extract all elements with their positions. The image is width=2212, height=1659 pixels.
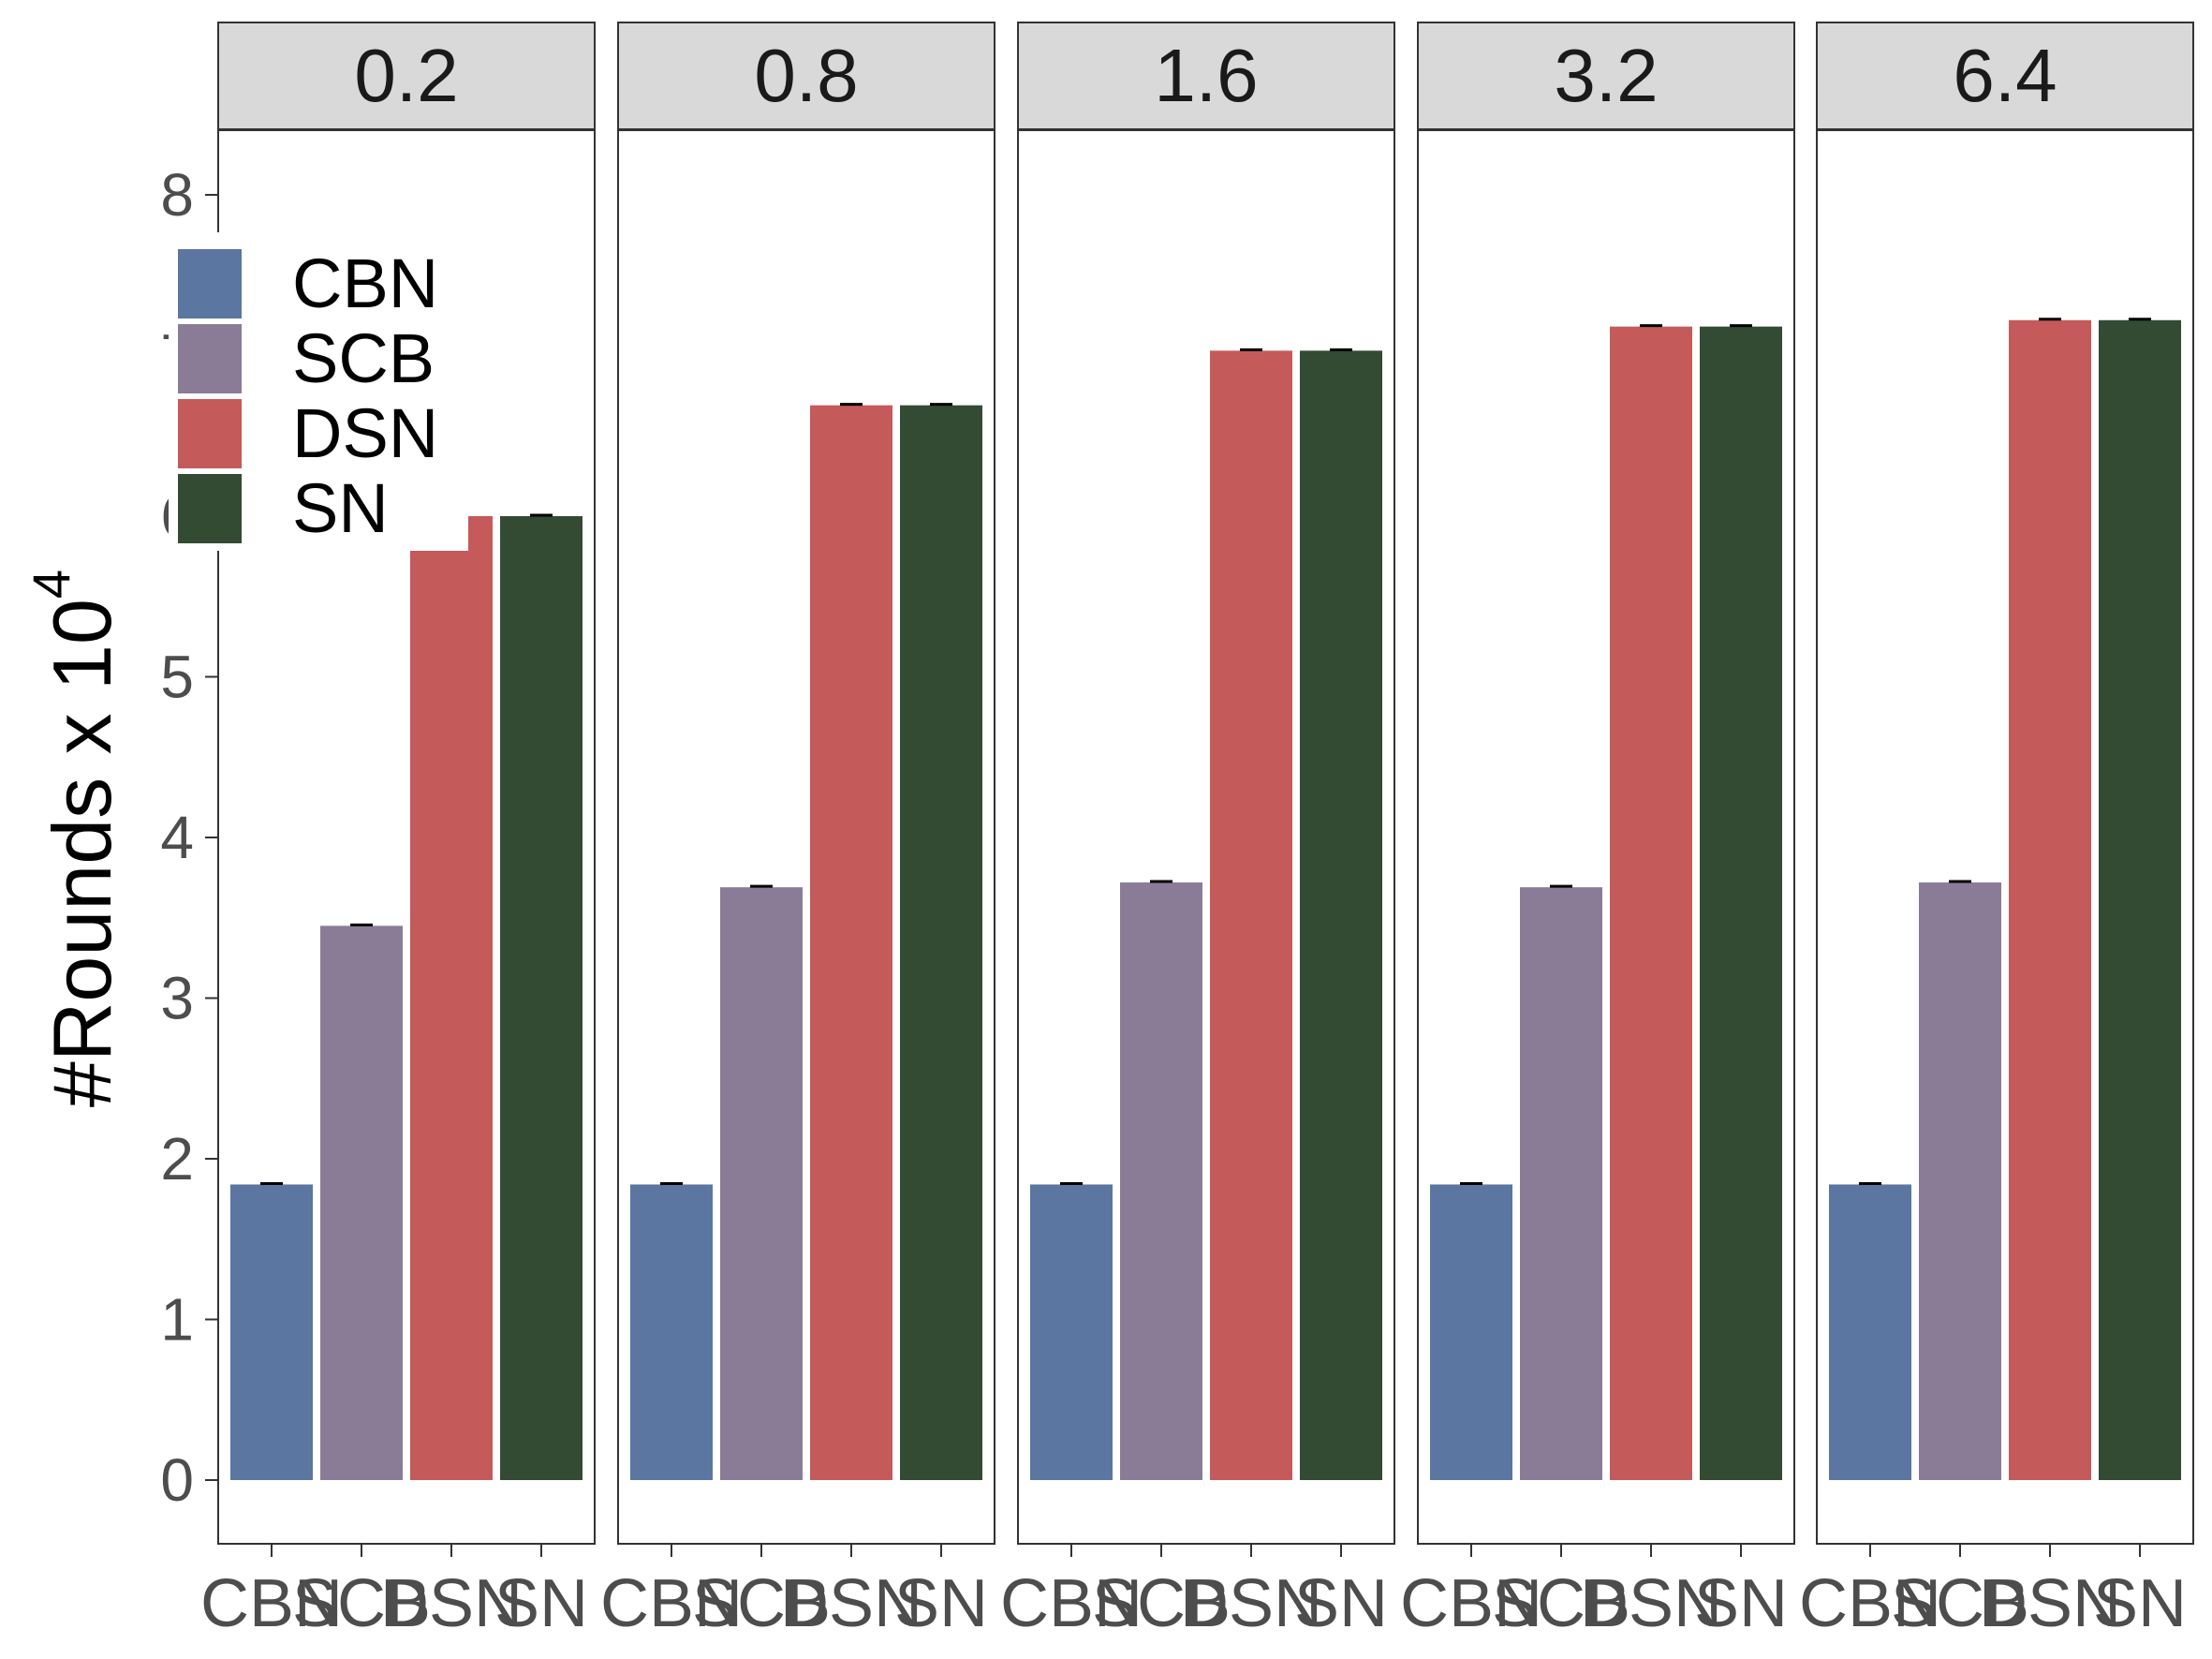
x-tick-label: SCB xyxy=(1492,1566,1630,1641)
bar-dsn xyxy=(2009,319,2091,1480)
x-tick-label: DSN xyxy=(1979,1566,2121,1641)
bar-cbn xyxy=(1829,1184,1911,1480)
y-tick-label: 0 xyxy=(160,1446,194,1514)
x-tick-label: SN xyxy=(494,1566,588,1641)
bar-sn xyxy=(1300,350,1382,1481)
bar-scb xyxy=(1520,887,1602,1480)
x-tick-label: CBN xyxy=(1400,1566,1542,1641)
bar-cbn xyxy=(230,1184,313,1480)
x-tick-label: SN xyxy=(1694,1566,1788,1641)
bar-sn xyxy=(2099,319,2181,1480)
bar-scb xyxy=(1919,882,2001,1480)
bar-sn xyxy=(500,516,582,1480)
bar-dsn xyxy=(1610,326,1692,1480)
legend-label-dsn: DSN xyxy=(292,394,438,472)
x-tick-label: DSN xyxy=(380,1566,523,1641)
x-tick-label: CBN xyxy=(1799,1566,1941,1641)
x-tick-label: SCB xyxy=(692,1566,831,1641)
legend-key-dsn xyxy=(178,399,242,468)
y-axis-title-base: #Rounds x 10 xyxy=(36,599,128,1107)
bar-scb xyxy=(320,926,403,1480)
bar-scb xyxy=(720,887,803,1480)
bar-sn xyxy=(900,405,982,1480)
y-tick-label: 3 xyxy=(160,965,194,1032)
legend-key-cbn xyxy=(178,249,242,318)
facet-strip-label: 6.4 xyxy=(1953,34,2057,117)
x-tick-label: CBN xyxy=(200,1566,343,1641)
bar-dsn xyxy=(410,516,493,1480)
facet-strip-label: 3.2 xyxy=(1554,34,1658,117)
x-tick-label: DSN xyxy=(1580,1566,1722,1641)
x-tick-label: SCB xyxy=(1891,1566,2029,1641)
y-tick-label: 5 xyxy=(160,644,194,711)
x-tick-label: DSN xyxy=(1180,1566,1322,1641)
facet-strip-label: 1.6 xyxy=(1154,34,1258,117)
legend-key-scb xyxy=(178,324,242,393)
legend-label-cbn: CBN xyxy=(292,244,438,322)
facet-panels: 0.2CBNSCBDSNSN0.8CBNSCBDSNSN1.6CBNSCBDSN… xyxy=(200,22,2194,1641)
legend-label-scb: SCB xyxy=(292,319,435,397)
facet-strip xyxy=(1017,22,1395,131)
bar-sn xyxy=(1700,326,1782,1480)
facet-strip xyxy=(617,22,995,131)
legend-key-sn xyxy=(178,474,242,543)
facet-strip-label: 0.8 xyxy=(754,34,858,117)
y-tick-label: 8 xyxy=(160,161,194,229)
facet-strip xyxy=(1417,22,1795,131)
x-tick-label: SCB xyxy=(1092,1566,1231,1641)
x-tick-label: SN xyxy=(2093,1566,2187,1641)
bar-cbn xyxy=(1430,1184,1512,1480)
legend-label-sn: SN xyxy=(292,469,389,547)
facet-strip-label: 0.2 xyxy=(354,34,458,117)
x-tick-label: DSN xyxy=(780,1566,922,1641)
facet-strip xyxy=(217,22,596,131)
bar-cbn xyxy=(1030,1184,1113,1480)
bar-scb xyxy=(1120,882,1202,1480)
bar-dsn xyxy=(1210,350,1292,1481)
facet-strip xyxy=(1816,22,2194,131)
y-tick-label: 2 xyxy=(160,1125,194,1192)
bar-dsn xyxy=(810,405,892,1480)
x-tick-label: SCB xyxy=(292,1566,431,1641)
bar-cbn xyxy=(630,1184,713,1480)
x-tick-label: SN xyxy=(1294,1566,1388,1641)
y-axis-title: #Rounds x 104 xyxy=(22,570,128,1107)
y-axis-title-exponent: 4 xyxy=(22,570,81,599)
y-tick-label: 4 xyxy=(160,804,194,871)
x-tick-label: SN xyxy=(894,1566,988,1641)
x-tick-label: CBN xyxy=(1000,1566,1143,1641)
x-tick-label: CBN xyxy=(600,1566,743,1641)
y-tick-label: 1 xyxy=(160,1286,194,1354)
